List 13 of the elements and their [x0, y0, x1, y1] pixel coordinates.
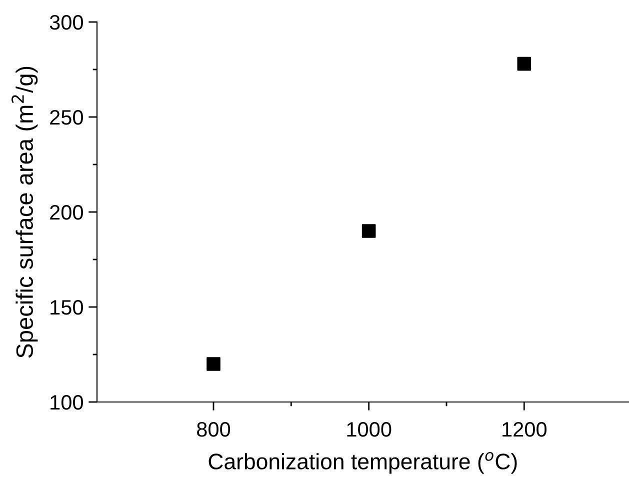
y-axis-title: Specific surface area (m$^{2}$/g) [11, 66, 38, 358]
y-tick-label: 100 [50, 395, 83, 410]
y-tick-label: 150 [50, 300, 83, 315]
x-axis-title: Carbonization temperature ($^{o}$C) [208, 452, 517, 474]
point [362, 224, 376, 238]
x-tick-label: 800 [197, 422, 230, 437]
point [206, 357, 220, 371]
y-tick-label: 300 [50, 15, 83, 30]
x-tick-label: 1200 [502, 422, 547, 437]
y-tick-label: 250 [50, 110, 83, 125]
x-tick-label: 1000 [347, 422, 392, 437]
point [517, 56, 532, 71]
y-tick-label: 200 [50, 205, 83, 220]
